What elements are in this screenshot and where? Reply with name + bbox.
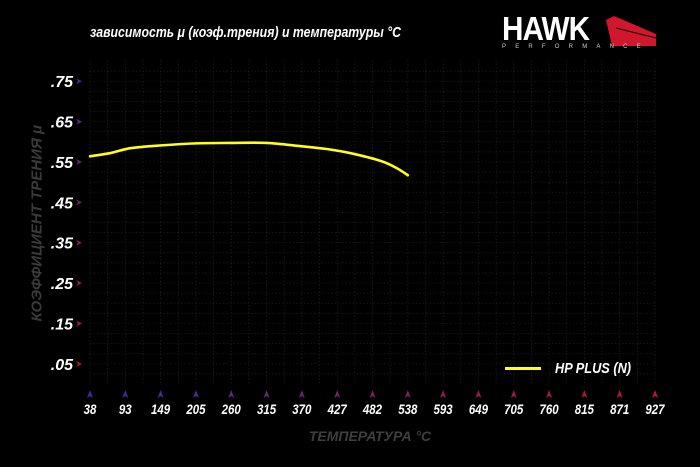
y-tick-label: .25	[51, 276, 74, 293]
y-tick-label: .35	[51, 236, 74, 253]
y-tick-label: .45	[51, 195, 74, 212]
y-tick-arrow-icon	[76, 199, 82, 206]
x-tick-label: 649	[469, 401, 489, 417]
x-tick-arrow-icon	[157, 390, 164, 398]
y-tick-label: .05	[51, 357, 74, 374]
x-tick-arrow-icon	[334, 390, 341, 398]
x-tick-arrow-icon	[546, 390, 553, 398]
legend: HP PLUS (N)	[505, 360, 644, 377]
x-tick-label: 427	[327, 401, 348, 417]
x-tick-arrow-icon	[616, 390, 623, 398]
x-tick-arrow-icon	[440, 390, 447, 398]
x-tick-label: 705	[504, 401, 524, 417]
x-tick-arrow-icon	[475, 390, 482, 398]
x-tick-label: 149	[151, 401, 171, 417]
x-tick-label: 205	[185, 401, 206, 417]
x-tick-arrow-icon	[581, 390, 588, 398]
x-tick-label: 482	[362, 401, 382, 417]
y-tick-arrow-icon	[76, 78, 82, 85]
x-tick-label: 38	[84, 401, 98, 417]
x-tick-label: 260	[221, 401, 241, 417]
hawk-logo: HAWK PERFORMANCE	[502, 10, 656, 50]
y-tick-arrow-icon	[76, 239, 82, 246]
x-tick-arrow-icon	[192, 390, 199, 398]
x-axis-label: ТЕМПЕРАТУРА °C	[308, 428, 432, 444]
x-tick-arrow-icon	[510, 390, 517, 398]
x-tick-arrow-icon	[263, 390, 270, 398]
legend-label-hp-plus: HP PLUS (N)	[555, 360, 632, 377]
x-tick-label: 538	[398, 401, 418, 417]
y-axis-label: КОЭФФИЦИЕНТ ТРЕНИЯ μ	[28, 124, 46, 322]
y-tick-arrow-icon	[76, 118, 82, 125]
y-tick-arrow-icon	[76, 320, 82, 327]
x-tick-label: 871	[610, 401, 629, 417]
y-tick-arrow-icon	[76, 280, 82, 287]
x-tick-arrow-icon	[298, 390, 305, 398]
y-tick-label: .15	[51, 316, 74, 333]
logo-wordmark: HAWK	[502, 10, 590, 47]
y-tick-label: .75	[51, 74, 74, 91]
x-tick-label: 760	[539, 401, 558, 417]
x-tick-label: 593	[434, 401, 453, 417]
x-tick-label: 370	[292, 401, 311, 417]
y-tick-label: .55	[51, 155, 74, 172]
logo-tagline: PERFORMANCE	[502, 44, 650, 50]
y-tick-arrow-icon	[76, 158, 82, 165]
logo-wing-icon	[606, 16, 656, 46]
series-line-hp-plus	[88, 141, 410, 177]
x-tick-arrow-icon	[404, 390, 411, 398]
x-tick-arrow-icon	[652, 390, 658, 398]
x-tick-arrow-icon	[87, 390, 93, 398]
x-tick-label: 93	[119, 401, 132, 417]
x-tick-label: 315	[257, 401, 277, 417]
x-tick-arrow-icon	[122, 390, 129, 398]
x-tick-arrow-icon	[228, 390, 235, 398]
chart-title: зависимость μ (коэф.трения) и температур…	[90, 24, 402, 41]
y-tick-arrow-icon	[76, 360, 82, 367]
x-tick-arrow-icon	[369, 390, 376, 398]
y-tick-label: .65	[51, 115, 74, 132]
x-tick-label: 927	[645, 401, 665, 417]
legend-swatch-hp-plus	[505, 367, 541, 370]
x-tick-label: 815	[575, 401, 595, 417]
